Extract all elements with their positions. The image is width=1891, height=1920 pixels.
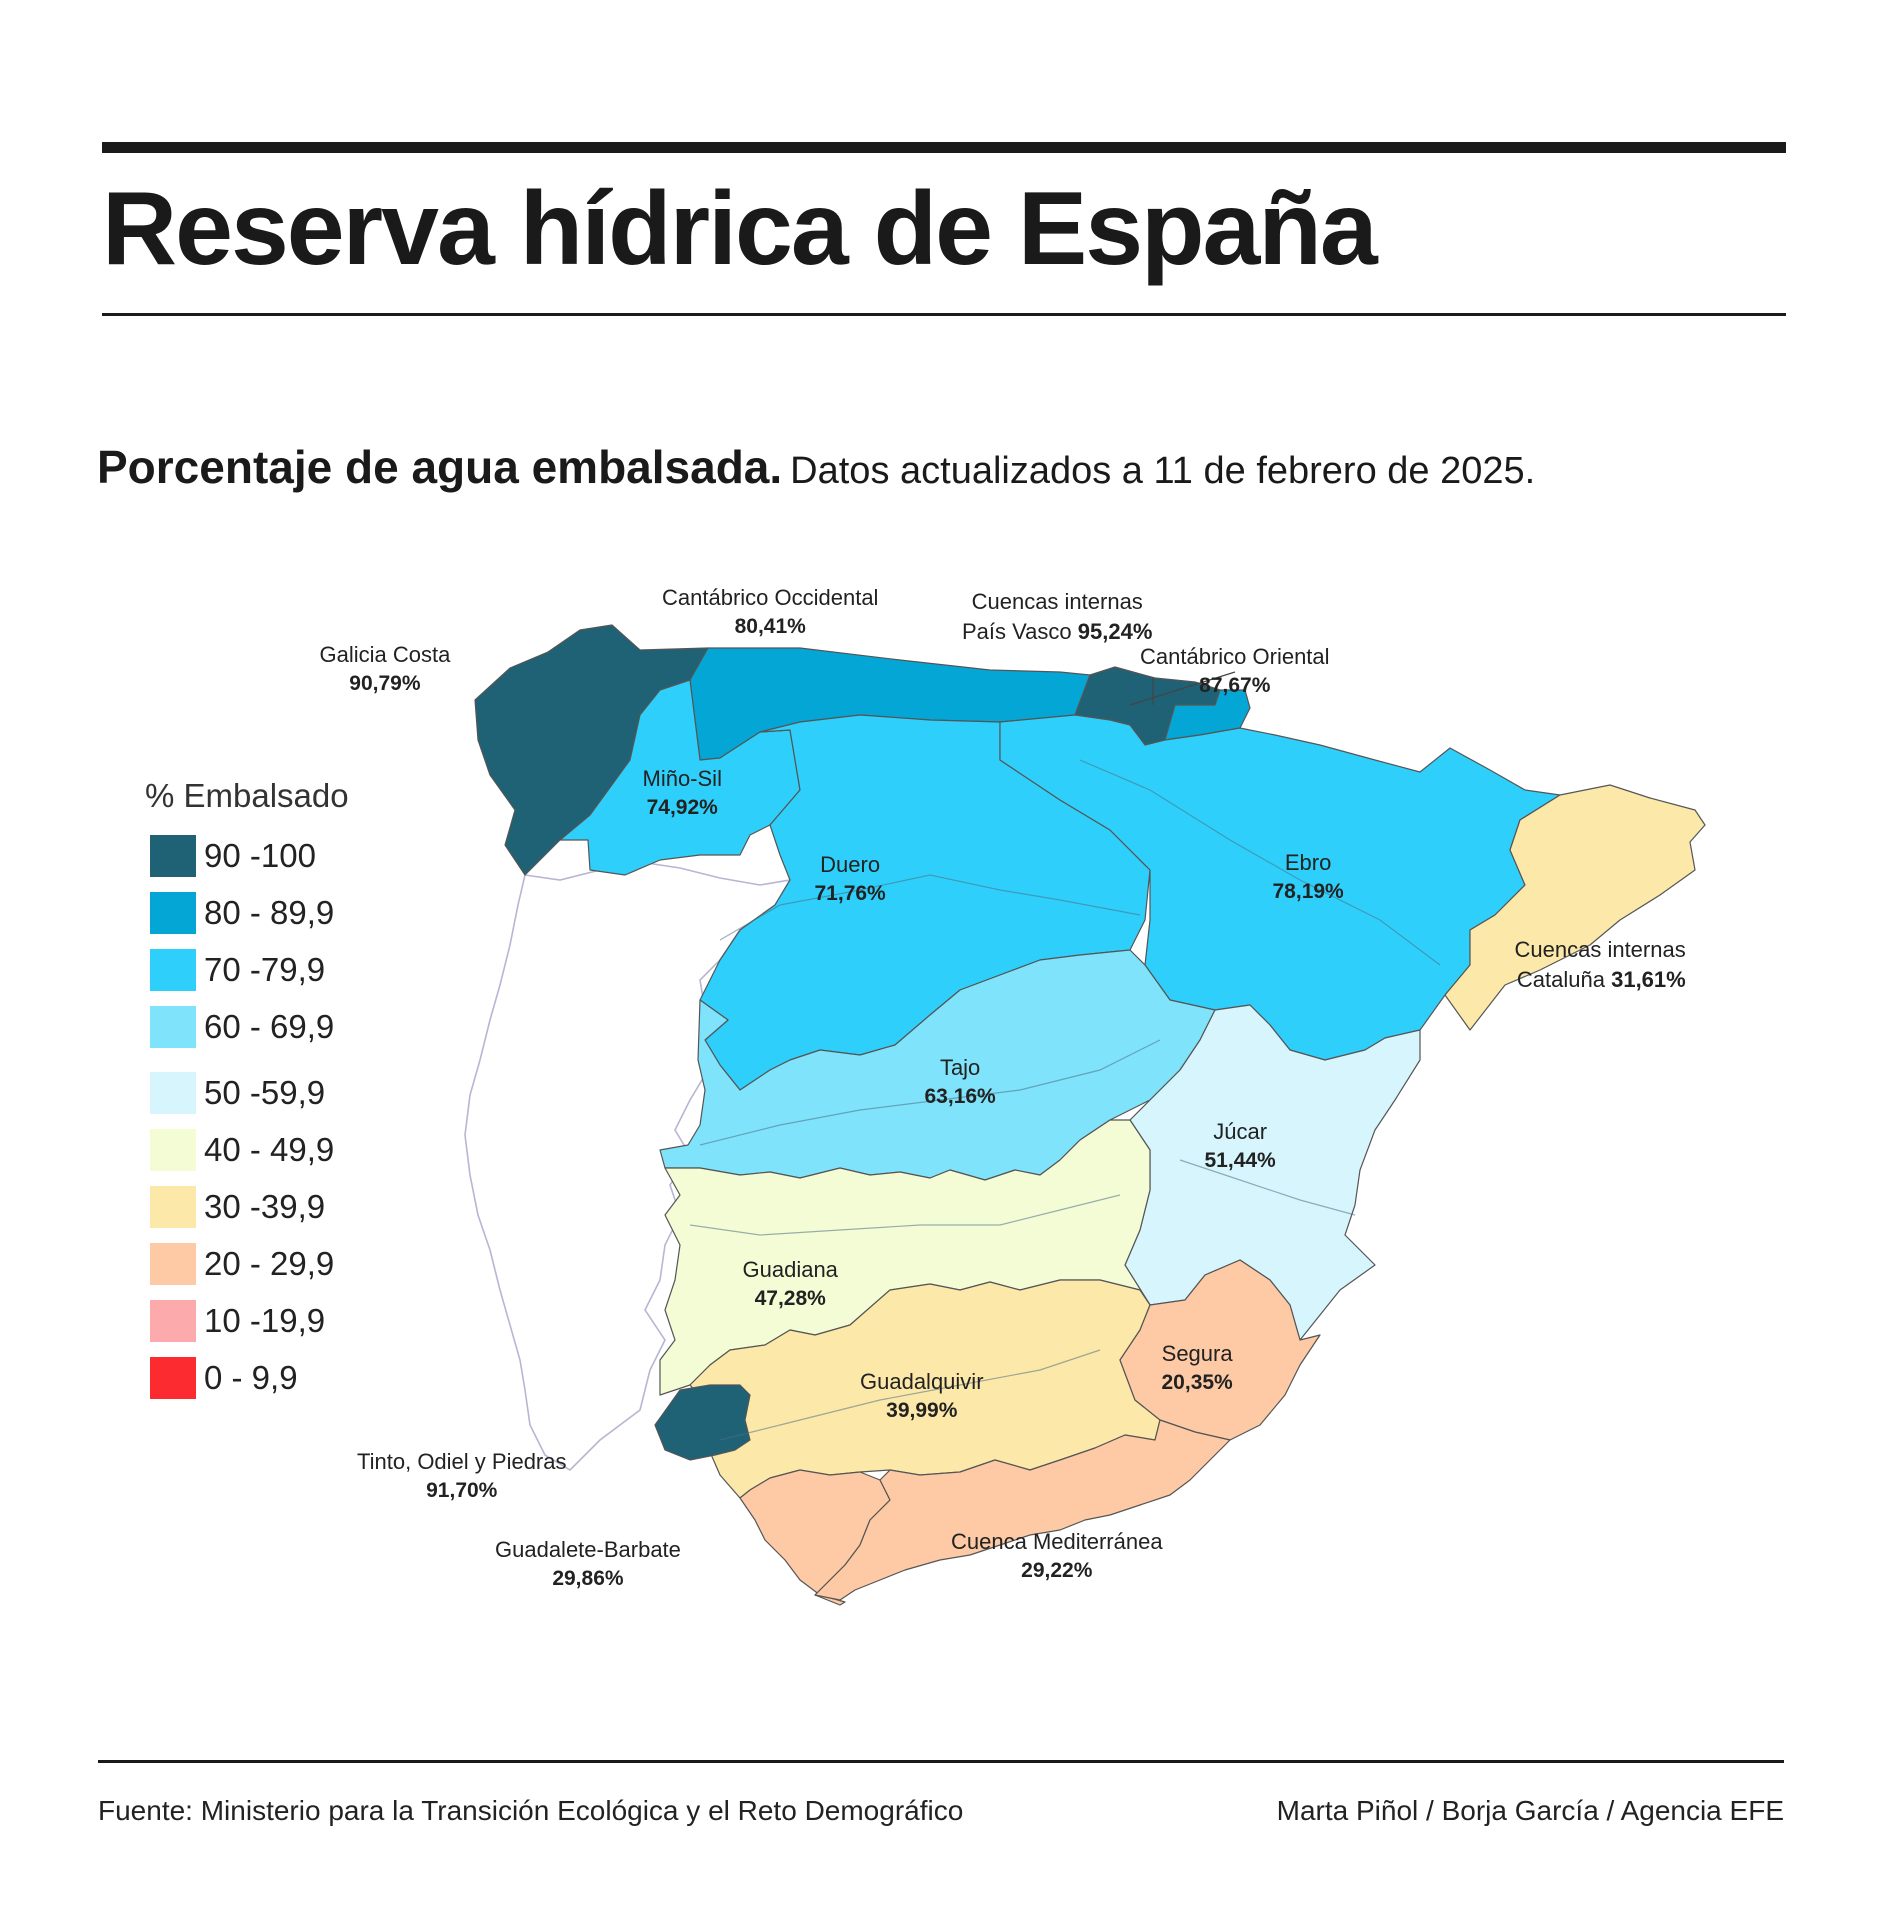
legend-swatch <box>150 1300 196 1342</box>
legend-label: 50 -59,9 <box>204 1074 326 1111</box>
region-cuenca-mediterranea <box>814 1419 1231 1601</box>
label-cataluna: Cuencas internas Cataluña 31,61% <box>1514 937 1686 992</box>
river-jucar <box>1179 1159 1356 1216</box>
source-text: Fuente: Ministerio para la Transición Ec… <box>98 1795 964 1826</box>
label-cantabrico-occidental: Cantábrico Occidental 80,41% <box>662 585 879 638</box>
subtitle: Porcentaje de agua embalsada. Datos actua… <box>97 440 1535 495</box>
river-guadiana <box>689 1194 1121 1236</box>
legend-swatch <box>150 1129 196 1171</box>
legend-swatch <box>150 1006 196 1048</box>
credit-text: Marta Piñol / Borja García / Agencia EFE <box>1276 1795 1784 1826</box>
legend-label: 60 - 69,9 <box>204 1008 335 1045</box>
label-guadalete-barbate: Guadalete-Barbate 29,86% <box>495 1537 681 1590</box>
legend-label: 30 -39,9 <box>204 1188 326 1225</box>
title-divider <box>102 313 1786 316</box>
river-tajo <box>699 1039 1161 1146</box>
region-tinto-odiel-piedras <box>654 1384 751 1461</box>
legend-title: % Embalsado <box>145 777 349 814</box>
label-tajo: Tajo 63,16% <box>924 1055 996 1108</box>
label-segura: Segura 20,35% <box>1161 1341 1233 1394</box>
footer-rule <box>98 1760 1784 1763</box>
subtitle-lead: Porcentaje de agua embalsada. <box>97 441 783 493</box>
label-guadiana: Guadiana 47,28% <box>742 1257 838 1310</box>
river-ebro <box>1079 759 1441 966</box>
legend-label: 80 - 89,9 <box>204 894 335 931</box>
legend-swatch <box>150 1186 196 1228</box>
label-tinto-odiel-piedras: Tinto, Odiel y Piedras 91,70% <box>357 1449 567 1502</box>
top-rule <box>102 142 1786 153</box>
label-guadalquivir: Guadalquivir 39,99% <box>860 1369 984 1422</box>
label-jucar: Júcar 51,44% <box>1204 1119 1276 1172</box>
subtitle-rest: Datos actualizados a 11 de febrero de 20… <box>790 450 1536 492</box>
legend-label: 0 - 9,9 <box>204 1359 298 1396</box>
label-galicia-costa: Galicia Costa 90,79% <box>319 642 451 695</box>
label-pais-vasco: Cuencas internas País Vasco 95,24% <box>962 589 1153 644</box>
legend-swatch <box>150 892 196 934</box>
label-mino-sil: Miño-Sil 74,92% <box>642 766 722 819</box>
label-duero: Duero 71,76% <box>814 852 886 905</box>
leader-line-cantabrico-oriental <box>1129 671 1236 706</box>
region-cataluna <box>1444 784 1706 1031</box>
legend-label: 10 -19,9 <box>204 1302 326 1339</box>
legend-swatch <box>150 1243 196 1285</box>
legend-label: 70 -79,9 <box>204 951 326 988</box>
legend-label: 90 -100 <box>204 837 316 874</box>
legend-swatch <box>150 835 196 877</box>
river-guadalquivir <box>719 1349 1101 1441</box>
region-mino-sil <box>559 679 801 876</box>
legend-swatch <box>150 1072 196 1114</box>
legend-swatch <box>150 949 196 991</box>
label-cuenca-mediterranea: Cuenca Mediterránea 29,22% <box>951 1529 1163 1582</box>
label-ebro: Ebro 78,19% <box>1272 850 1344 903</box>
label-cantabrico-oriental: Cantábrico Oriental 87,67% <box>1140 644 1330 697</box>
legend-swatch <box>150 1357 196 1399</box>
page-title: Reserva hídrica de España <box>102 171 1378 287</box>
legend-label: 40 - 49,9 <box>204 1131 335 1168</box>
region-segura <box>1119 1259 1321 1441</box>
legend-label: 20 - 29,9 <box>204 1245 335 1282</box>
river-duero <box>719 874 1141 941</box>
